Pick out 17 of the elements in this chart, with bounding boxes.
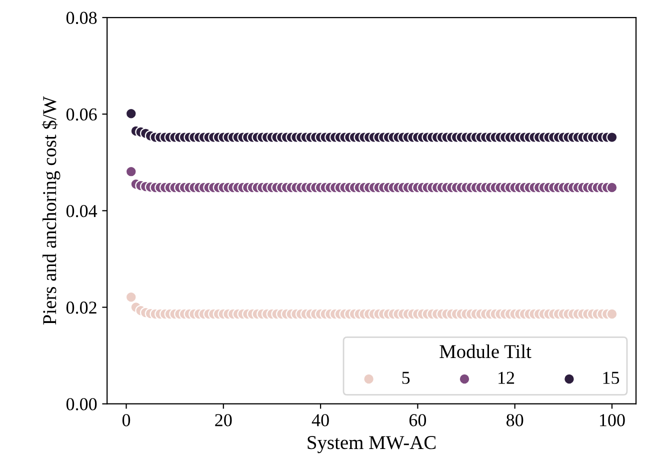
x-tick-label: 40 xyxy=(312,414,329,426)
y-tick-label: 0.02 xyxy=(66,302,96,314)
x-tick-label: 20 xyxy=(215,414,232,426)
y-axis-title: Piers and anchoring cost $/W xyxy=(42,96,60,325)
x-axis-title: System MW-AC xyxy=(308,436,436,454)
x-tick-label: 80 xyxy=(506,414,524,426)
x-tick-label: 0 xyxy=(122,414,130,426)
legend-label: 12 xyxy=(498,372,514,384)
legend-label: 5 xyxy=(402,372,410,384)
x-tick-label: 100 xyxy=(600,414,625,426)
legend-title: Module Tilt xyxy=(440,344,532,358)
y-tick-label: 0.06 xyxy=(66,108,97,121)
y-tick-label: 0.00 xyxy=(66,398,97,410)
y-tick-label: 0.04 xyxy=(66,204,98,218)
legend-label: 15 xyxy=(603,372,620,384)
y-tick-label: 0.08 xyxy=(66,12,97,24)
x-tick-label: 60 xyxy=(409,414,426,426)
